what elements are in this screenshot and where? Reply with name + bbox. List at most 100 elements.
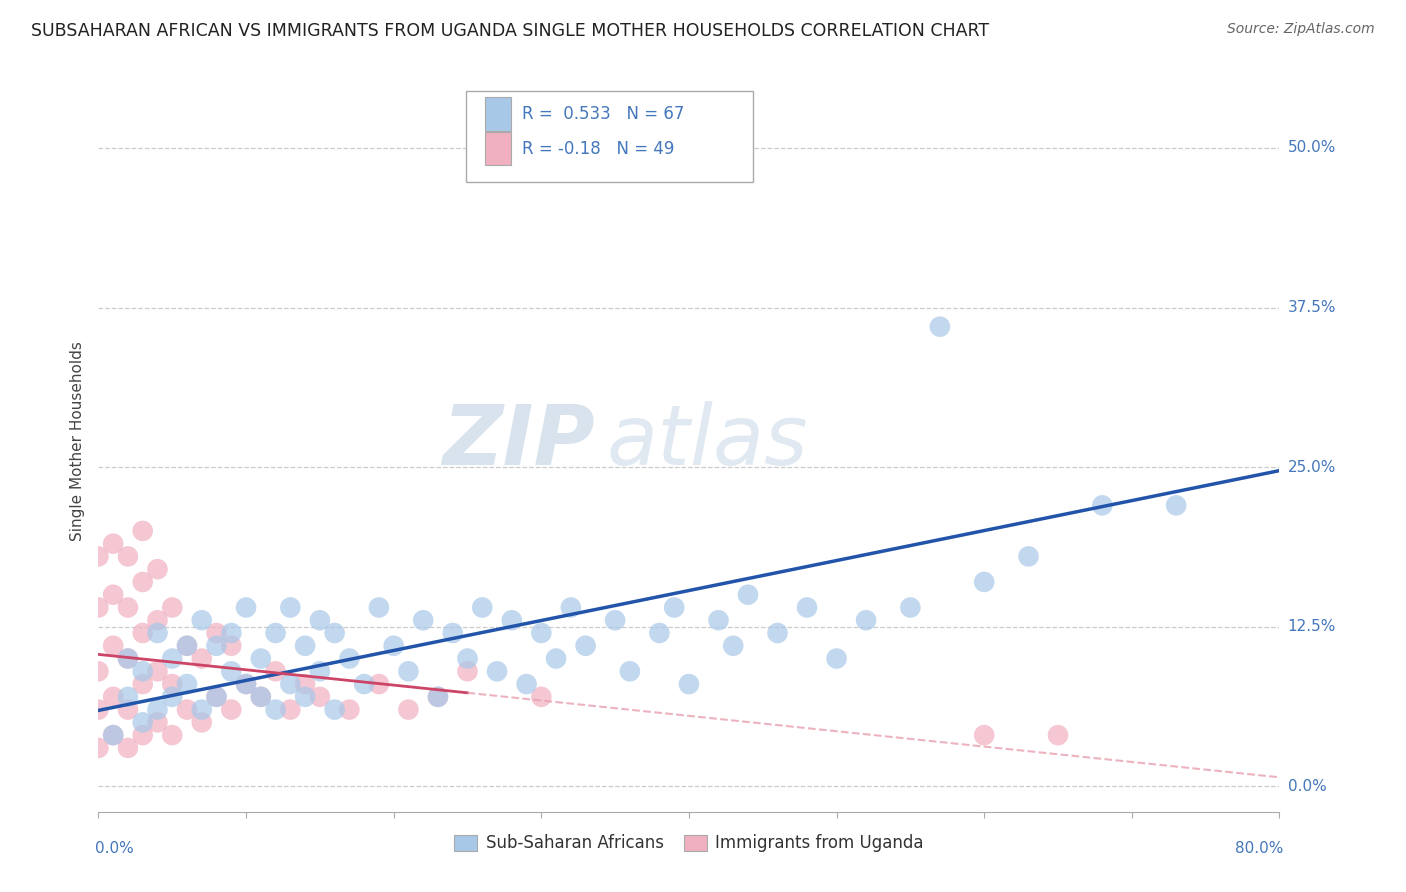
Point <box>162 600 183 615</box>
Point <box>250 690 273 704</box>
Point <box>221 665 243 679</box>
Point <box>264 703 287 717</box>
Point <box>427 690 450 704</box>
FancyBboxPatch shape <box>465 91 752 182</box>
Point <box>560 600 582 615</box>
Point <box>117 703 139 717</box>
Point <box>146 703 169 717</box>
Point <box>457 651 479 665</box>
Point <box>441 626 464 640</box>
Point <box>501 613 523 627</box>
Point <box>103 588 125 602</box>
Text: 12.5%: 12.5% <box>1288 619 1336 634</box>
Point <box>382 639 405 653</box>
Point <box>605 613 627 627</box>
Text: ZIP: ZIP <box>441 401 595 482</box>
Point <box>132 574 155 589</box>
Point <box>516 677 538 691</box>
Point <box>250 651 273 665</box>
Point <box>471 600 494 615</box>
Point <box>323 626 346 640</box>
Point <box>87 665 110 679</box>
Point <box>191 613 214 627</box>
Point <box>1166 499 1188 513</box>
Point <box>339 651 361 665</box>
Point <box>162 690 183 704</box>
Point <box>796 600 818 615</box>
Point <box>619 665 641 679</box>
Point <box>103 728 125 742</box>
Point <box>250 690 273 704</box>
Point <box>309 690 332 704</box>
Point <box>412 613 434 627</box>
Point <box>117 651 139 665</box>
Point <box>176 703 198 717</box>
Point <box>146 626 169 640</box>
Point <box>87 740 110 755</box>
Point <box>221 639 243 653</box>
Point <box>900 600 922 615</box>
Point <box>353 677 375 691</box>
Point <box>87 549 110 564</box>
Point <box>132 626 155 640</box>
Point <box>103 728 125 742</box>
Point <box>855 613 877 627</box>
Point <box>723 639 745 653</box>
Point <box>221 626 243 640</box>
Point <box>664 600 686 615</box>
Point <box>87 703 110 717</box>
Point <box>117 600 139 615</box>
Point <box>264 665 287 679</box>
Point <box>546 651 568 665</box>
Point <box>235 677 257 691</box>
Point <box>929 319 952 334</box>
Point <box>205 690 228 704</box>
Point <box>146 665 169 679</box>
Text: atlas: atlas <box>606 401 808 482</box>
Point <box>575 639 598 653</box>
Point <box>457 665 479 679</box>
Point <box>176 639 198 653</box>
Text: 0.0%: 0.0% <box>1288 779 1326 794</box>
Point <box>309 613 332 627</box>
Point <box>294 690 316 704</box>
Point <box>162 651 183 665</box>
Point <box>1046 728 1070 742</box>
Point <box>323 703 346 717</box>
Point <box>973 728 995 742</box>
Legend: Sub-Saharan Africans, Immigrants from Uganda: Sub-Saharan Africans, Immigrants from Ug… <box>447 828 931 859</box>
Point <box>132 677 155 691</box>
Text: R = -0.18   N = 49: R = -0.18 N = 49 <box>523 140 675 158</box>
Point <box>766 626 789 640</box>
Point <box>103 639 125 653</box>
Point <box>530 626 553 640</box>
Point <box>264 626 287 640</box>
Point <box>368 677 391 691</box>
Point <box>103 536 125 550</box>
Point <box>530 690 553 704</box>
Point <box>146 613 169 627</box>
Text: R =  0.533   N = 67: R = 0.533 N = 67 <box>523 105 685 123</box>
Point <box>117 740 139 755</box>
Text: 80.0%: 80.0% <box>1234 841 1284 856</box>
Y-axis label: Single Mother Households: Single Mother Households <box>70 342 86 541</box>
Point <box>280 600 302 615</box>
Point <box>309 665 332 679</box>
Text: Source: ZipAtlas.com: Source: ZipAtlas.com <box>1227 22 1375 37</box>
Text: 50.0%: 50.0% <box>1288 140 1336 155</box>
Point <box>132 665 155 679</box>
Bar <box>485 97 510 130</box>
Point <box>117 690 139 704</box>
Point <box>162 728 183 742</box>
Point <box>132 715 155 730</box>
Point <box>103 690 125 704</box>
Point <box>176 639 198 653</box>
Point <box>486 665 509 679</box>
Point <box>117 651 139 665</box>
Point <box>191 651 214 665</box>
Point <box>678 677 700 691</box>
Point <box>707 613 730 627</box>
Point <box>235 677 257 691</box>
Point <box>205 626 228 640</box>
Point <box>825 651 848 665</box>
